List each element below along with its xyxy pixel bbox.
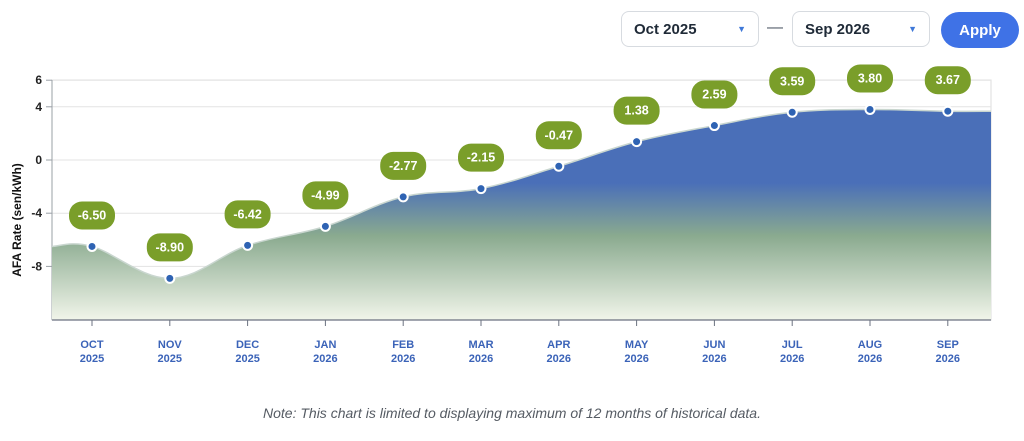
x-tick-label-year: 2026 [547, 353, 571, 365]
chart-note: Note: This chart is limited to displayin… [263, 405, 761, 421]
data-label: 1.38 [613, 96, 660, 125]
data-label-bubble [380, 151, 427, 180]
y-tick-label: 0 [35, 153, 42, 167]
data-label-bubble [613, 96, 660, 125]
end-month-value: Sep 2026 [805, 20, 871, 38]
data-point [242, 239, 254, 251]
x-tick-label-month: JUL [782, 339, 803, 351]
x-tick-label-year: 2026 [858, 353, 882, 365]
data-label-text: 2.59 [702, 88, 726, 102]
x-tick-label-month: MAY [625, 339, 649, 351]
data-point [86, 240, 98, 252]
data-label-text: -4.99 [311, 188, 340, 202]
data-label-text: -8.90 [156, 240, 185, 254]
x-tick-label-year: 2026 [702, 353, 726, 365]
x-tick-label-year: 2026 [780, 353, 804, 365]
data-label-text: -6.50 [78, 208, 107, 222]
x-tick-label-year: 2025 [235, 353, 259, 365]
y-tick-label: 6 [35, 73, 42, 87]
x-tick-label-year: 2026 [624, 353, 648, 365]
data-label: 2.59 [691, 80, 738, 109]
apply-button[interactable]: Apply [941, 12, 1019, 48]
series-area [52, 109, 991, 321]
x-tick-label-year: 2026 [391, 353, 415, 365]
data-label-bubble [847, 64, 893, 93]
x-tick-label-month: OCT [80, 339, 104, 351]
data-label-bubble [302, 181, 349, 210]
y-axis-title: AFA Rate (sen/kWh) [10, 163, 24, 277]
data-label: -4.99 [302, 181, 349, 210]
data-label: -8.90 [146, 233, 193, 262]
data-point [475, 183, 487, 195]
data-label: 3.80 [847, 64, 893, 93]
x-tick-label-month: JAN [314, 339, 336, 351]
data-label: -6.50 [69, 201, 115, 230]
x-tick-label-month: MAR [468, 339, 493, 351]
data-label-text: -0.47 [545, 128, 574, 142]
data-label-bubble [458, 143, 504, 172]
data-point [786, 106, 798, 118]
data-label-bubble [146, 233, 193, 262]
data-label: -2.77 [380, 151, 427, 180]
range-separator: — [767, 19, 783, 36]
start-month-value: Oct 2025 [634, 20, 697, 38]
x-tick-label-month: APR [547, 339, 570, 351]
x-tick-label-month: NOV [158, 339, 183, 351]
data-label-text: 1.38 [624, 104, 648, 118]
y-tick-label: -4 [31, 206, 42, 220]
data-point [631, 136, 643, 148]
start-month-select[interactable]: Oct 2025 ▼ [621, 11, 759, 47]
data-point [397, 191, 409, 203]
data-label-text: 3.80 [858, 71, 882, 85]
chevron-down-icon: ▼ [737, 24, 746, 34]
data-label: -0.47 [535, 121, 582, 150]
data-label: 3.59 [769, 67, 816, 96]
x-tick-label-month: AUG [858, 339, 882, 351]
x-tick-label-year: 2026 [313, 353, 337, 365]
data-point [553, 160, 565, 172]
data-point [319, 220, 331, 232]
x-tick-label-year: 2025 [80, 353, 104, 365]
y-tick-label: -8 [31, 259, 42, 273]
x-tick-label-month: SEP [937, 339, 959, 351]
data-label: -6.42 [224, 200, 271, 229]
data-label: 3.67 [924, 66, 971, 95]
data-label-bubble [224, 200, 271, 229]
x-tick-label-year: 2026 [469, 353, 493, 365]
data-label-text: 3.67 [936, 73, 960, 87]
data-label-bubble [535, 121, 582, 150]
data-label-text: 3.59 [780, 74, 804, 88]
data-label-text: -6.42 [233, 207, 262, 221]
data-label: -2.15 [458, 143, 504, 172]
data-label-text: -2.77 [389, 159, 418, 173]
data-label-bubble [691, 80, 738, 109]
series-line [51, 108, 992, 280]
x-tick-label-year: 2025 [158, 353, 182, 365]
x-tick-label-year: 2026 [936, 353, 960, 365]
x-tick-label-month: FEB [392, 339, 414, 351]
afa-rate-chart: 6 4 0 -4 -8 OCT 2025 NOV 2025 DEC 2025 JAN 2026 FEB 20… [10, 64, 992, 365]
y-tick-label: 4 [35, 100, 42, 114]
data-label-bubble [769, 67, 816, 96]
data-point [708, 120, 720, 132]
data-point [942, 105, 954, 117]
data-label-bubble [924, 66, 971, 95]
end-month-select[interactable]: Sep 2026 ▼ [792, 11, 930, 47]
data-point [864, 103, 876, 115]
data-label-text: -2.15 [467, 151, 496, 165]
x-tick-label-month: JUN [703, 339, 725, 351]
data-point [164, 272, 176, 284]
chevron-down-icon: ▼ [908, 24, 917, 34]
data-label-bubble [69, 201, 115, 230]
x-tick-label-month: DEC [236, 339, 259, 351]
